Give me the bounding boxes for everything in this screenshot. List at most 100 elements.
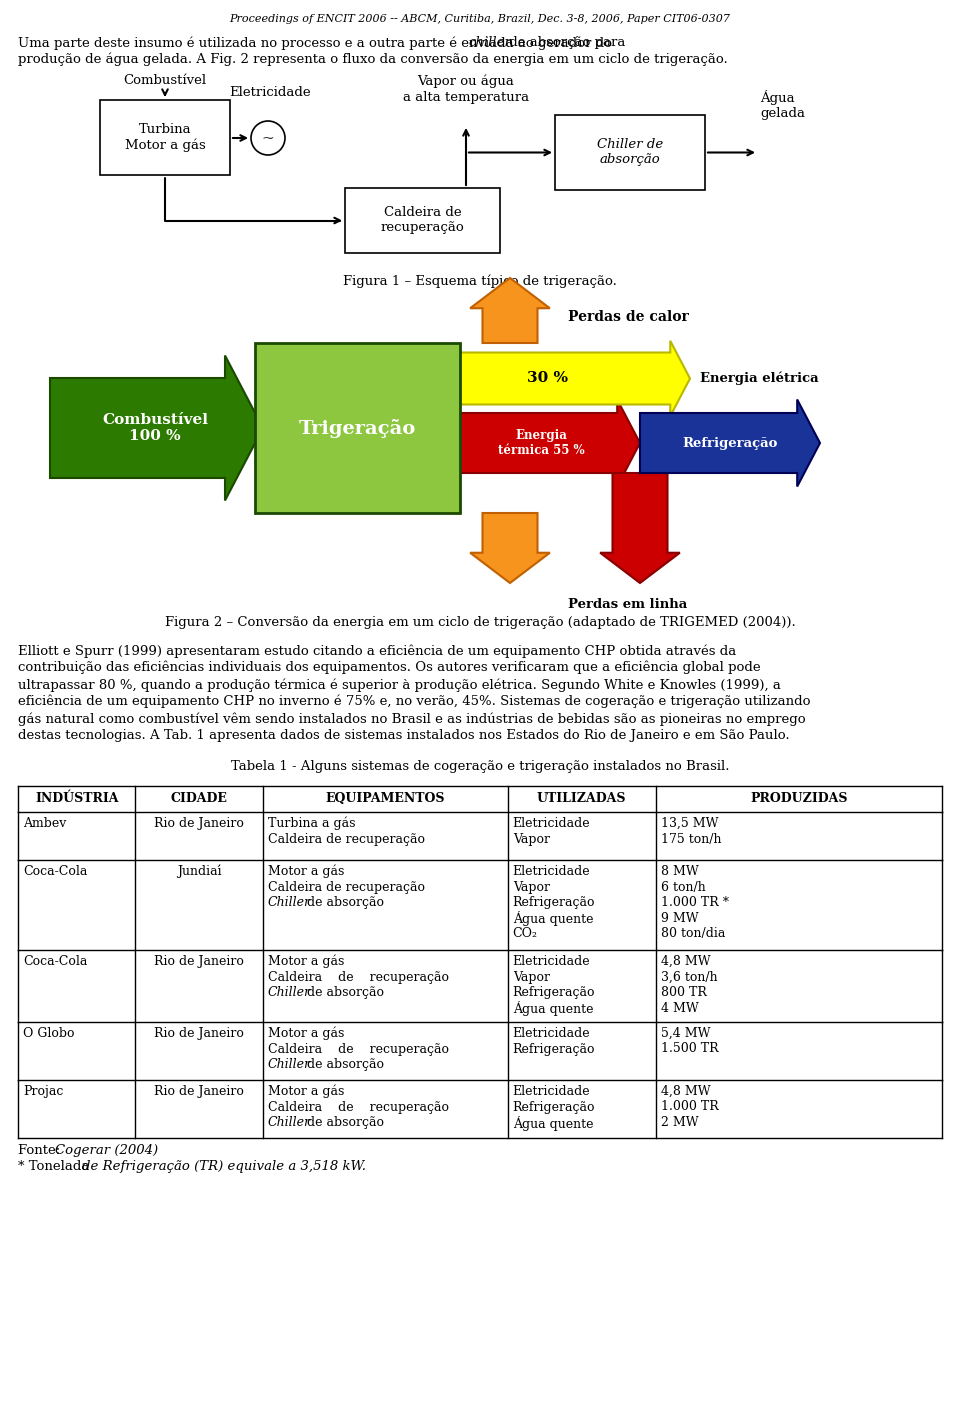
Text: 2 MW: 2 MW [660,1116,698,1129]
Text: Eletricidade: Eletricidade [513,865,590,878]
Text: 1.000 TR: 1.000 TR [660,1101,718,1113]
Text: O Globo: O Globo [23,1028,75,1040]
Text: Caldeira    de    recuperação: Caldeira de recuperação [268,1101,449,1113]
Text: Refrigeração: Refrigeração [513,896,595,908]
Polygon shape [460,341,690,416]
Text: de absorção: de absorção [302,1116,384,1129]
Text: 5,4 MW: 5,4 MW [660,1028,710,1040]
Text: UTILIZADAS: UTILIZADAS [537,792,626,806]
Text: Rio de Janeiro: Rio de Janeiro [155,1028,244,1040]
Text: Combustível
100 %: Combustível 100 % [102,414,208,443]
Text: Proceedings of ENCIT 2006 -- ABCM, Curitiba, Brazil, Dec. 3-8, 2006, Paper CIT06: Proceedings of ENCIT 2006 -- ABCM, Curit… [229,14,731,24]
Text: eficiência de um equipamento CHP no inverno é 75% e, no verão, 45%. Sistemas de : eficiência de um equipamento CHP no inve… [18,695,810,708]
Text: 30 %: 30 % [527,372,568,386]
Text: Refrigeração: Refrigeração [513,1101,595,1113]
Text: Vapor: Vapor [513,833,550,845]
Text: 1.500 TR: 1.500 TR [660,1043,718,1056]
Text: 4,8 MW: 4,8 MW [660,955,710,967]
FancyBboxPatch shape [345,188,500,252]
Text: 4,8 MW: 4,8 MW [660,1085,710,1098]
Text: PRODUZIDAS: PRODUZIDAS [750,792,848,806]
Text: Trigeração: Trigeração [299,419,416,437]
Text: contribuição das eficiências individuais dos equipamentos. Os autores verificara: contribuição das eficiências individuais… [18,660,760,674]
Text: CIDADE: CIDADE [171,792,228,806]
Text: Elliott e Spurr (1999) apresentaram estudo citando a eficiência de um equipament: Elliott e Spurr (1999) apresentaram estu… [18,644,736,658]
Polygon shape [460,400,640,486]
Text: produção de água gelada. A Fig. 2 representa o fluxo da conversão da energia em : produção de água gelada. A Fig. 2 repres… [18,53,728,66]
Text: 9 MW: 9 MW [660,911,698,924]
Text: Caldeira    de    recuperação: Caldeira de recuperação [268,970,449,983]
Text: Chiller: Chiller [268,896,311,908]
Text: Coca-Cola: Coca-Cola [23,865,87,878]
Text: CO₂: CO₂ [513,927,538,939]
Text: de absorção para: de absorção para [505,36,625,49]
Text: Uma parte deste insumo é utilizada no processo e a outra parte é enviada ao gera: Uma parte deste insumo é utilizada no pr… [18,36,616,49]
Text: Vapor: Vapor [513,880,550,893]
Text: Rio de Janeiro: Rio de Janeiro [155,1085,244,1098]
Text: Jundiaí: Jundiaí [177,865,222,879]
FancyBboxPatch shape [100,100,230,175]
Text: ~: ~ [262,132,275,146]
Text: gás natural como combustível vêm sendo instalados no Brasil e as indústrias de b: gás natural como combustível vêm sendo i… [18,712,805,725]
Text: Caldeira    de    recuperação: Caldeira de recuperação [268,1043,449,1056]
Text: Chiller: Chiller [268,986,311,1000]
Text: Vapor ou água
a alta temperatura: Vapor ou água a alta temperatura [403,74,529,104]
Text: Água quente: Água quente [513,911,593,927]
Text: 175 ton/h: 175 ton/h [660,833,721,845]
Text: Motor a gás: Motor a gás [268,865,345,879]
Text: 13 %: 13 % [493,262,527,275]
Text: chiller: chiller [468,36,512,49]
Text: Tabela 1 - Alguns sistemas de cogeração e trigeração instalados no Brasil.: Tabela 1 - Alguns sistemas de cogeração … [230,760,730,773]
Text: 80 ton/dia: 80 ton/dia [660,927,725,939]
Text: 8 MW: 8 MW [660,865,698,878]
Polygon shape [470,513,550,583]
Text: Eletricidade: Eletricidade [229,86,311,100]
Text: Rio de Janeiro: Rio de Janeiro [155,955,244,967]
Text: 4 MW: 4 MW [660,1001,698,1015]
Text: Caldeira de recuperação: Caldeira de recuperação [268,880,425,893]
Text: de absorção: de absorção [302,986,384,1000]
Text: Chiller de
absorção: Chiller de absorção [597,139,663,167]
Text: 3,6 ton/h: 3,6 ton/h [660,970,717,983]
Text: Perdas em linha: Perdas em linha [568,599,687,611]
Text: Água quente: Água quente [513,1116,593,1131]
Text: * Tonelada: * Tonelada [18,1159,94,1173]
Text: Motor a gás: Motor a gás [268,1028,345,1040]
Text: 2 %: 2 % [497,587,522,600]
Text: Fonte:: Fonte: [18,1144,64,1157]
Text: Eletricidade: Eletricidade [513,955,590,967]
Polygon shape [640,400,820,486]
Text: Caldeira de
recuperação: Caldeira de recuperação [380,206,465,234]
Text: destas tecnologias. A Tab. 1 apresenta dados de sistemas instalados nos Estados : destas tecnologias. A Tab. 1 apresenta d… [18,729,790,742]
Text: Eletricidade: Eletricidade [513,1028,590,1040]
Text: Combustível: Combustível [124,74,206,87]
Text: INDÚSTRIA: INDÚSTRIA [35,792,118,806]
FancyBboxPatch shape [555,115,705,191]
Text: Cogerar (2004): Cogerar (2004) [55,1144,158,1157]
Text: Figura 1 – Esquema típico de trigeração.: Figura 1 – Esquema típico de trigeração. [343,275,617,289]
Text: Água quente: Água quente [513,1001,593,1016]
Text: Vapor: Vapor [513,970,550,983]
Text: Caldeira de recuperação: Caldeira de recuperação [268,833,425,845]
FancyBboxPatch shape [255,343,460,513]
Text: Água
gelada: Água gelada [760,90,805,121]
Polygon shape [600,472,680,583]
Text: Energia elétrica: Energia elétrica [700,372,819,386]
Text: 800 TR: 800 TR [660,986,707,1000]
Text: Refrigeração: Refrigeração [513,986,595,1000]
Text: Refrigeração: Refrigeração [683,436,778,450]
Text: Eletricidade: Eletricidade [513,817,590,830]
Text: Chiller: Chiller [268,1059,311,1071]
Text: Motor a gás: Motor a gás [268,955,345,969]
Text: Turbina a gás: Turbina a gás [268,817,355,830]
Text: Refrigeração: Refrigeração [513,1043,595,1056]
Polygon shape [470,278,550,343]
Text: 13,5 MW: 13,5 MW [660,817,718,830]
Text: EQUIPAMENTOS: EQUIPAMENTOS [325,792,445,806]
Text: Motor a gás: Motor a gás [268,1085,345,1099]
Text: Perdas de calor: Perdas de calor [567,310,688,324]
Text: de absorção: de absorção [302,896,384,908]
Text: 6 ton/h: 6 ton/h [660,880,706,893]
Text: Chiller: Chiller [268,1116,311,1129]
Text: ultrapassar 80 %, quando a produção térmica é superior à produção elétrica. Segu: ultrapassar 80 %, quando a produção térm… [18,679,780,691]
